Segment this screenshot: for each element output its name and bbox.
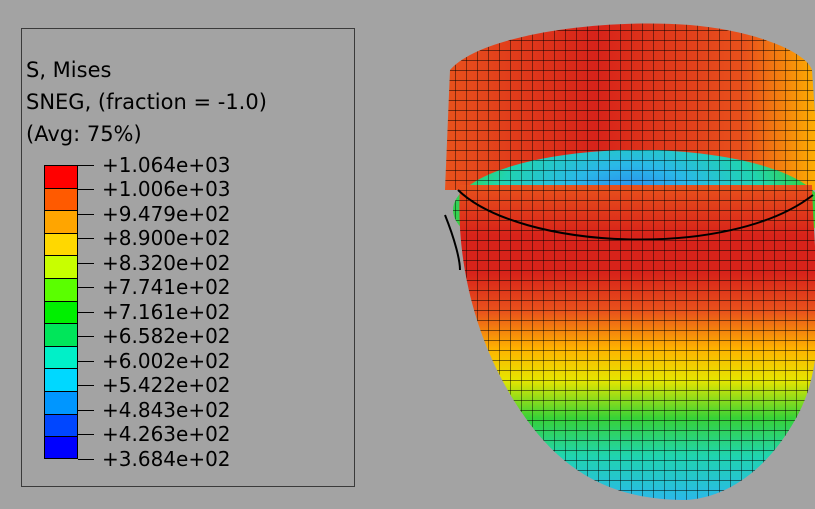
legend-box xyxy=(21,28,355,487)
left-silhouette xyxy=(444,214,461,271)
color-bar-tick-label: +6.582e+02 xyxy=(102,324,231,349)
legend-title-variable: S, Mises xyxy=(26,58,112,82)
color-bar-swatch xyxy=(44,210,78,233)
color-bar-swatch xyxy=(44,165,78,188)
color-bar-tick-label: +9.479e+02 xyxy=(102,201,231,226)
color-bar-tick-label: +4.843e+02 xyxy=(102,397,231,422)
color-bar-swatch xyxy=(44,232,78,256)
color-bar-tick-label: +7.741e+02 xyxy=(102,275,231,300)
cup-rim xyxy=(445,23,815,190)
color-bar-tick xyxy=(78,238,94,240)
color-bar-tick xyxy=(78,213,94,215)
color-bar-tick-label: +5.422e+02 xyxy=(102,373,231,398)
color-bar-tick-label: +1.064e+03 xyxy=(102,153,231,177)
color-bar-swatch xyxy=(44,255,78,278)
color-bar-swatch xyxy=(44,345,78,369)
color-bar-tick xyxy=(78,409,94,411)
color-bar-tick-label: +3.684e+02 xyxy=(102,446,231,471)
legend-title-section: SNEG, (fraction = -1.0) xyxy=(26,90,267,114)
color-bar-tick xyxy=(78,262,94,264)
color-bar-swatch xyxy=(44,277,78,301)
color-bar-tick-label: +8.900e+02 xyxy=(102,226,231,251)
color-bar-swatch xyxy=(44,436,78,459)
color-bar-tick xyxy=(78,311,94,313)
color-bar-tick-label: +6.002e+02 xyxy=(102,348,231,373)
color-bar-swatch xyxy=(44,413,78,437)
color-bar-tick-label: +4.263e+02 xyxy=(102,422,231,447)
color-bar-tick xyxy=(78,385,94,387)
color-bar-swatch xyxy=(44,187,78,211)
color-bar-swatch xyxy=(44,300,78,324)
color-bar-tick xyxy=(78,336,94,338)
color-bar-tick-label: +1.006e+03 xyxy=(102,177,231,202)
color-bar-tick xyxy=(78,287,94,289)
color-bar-tick xyxy=(78,360,94,362)
color-bar-tick xyxy=(78,189,94,191)
fold-edge xyxy=(457,189,814,241)
color-bar-swatch xyxy=(44,390,78,414)
color-bar-tick xyxy=(78,434,94,436)
color-bar-swatch xyxy=(44,368,78,391)
color-bar-tick xyxy=(78,458,94,460)
cup-body xyxy=(459,185,815,500)
color-bar-tick-label: +7.161e+02 xyxy=(102,299,231,324)
color-bar-tick xyxy=(78,165,94,166)
model-viewport[interactable] xyxy=(400,0,815,509)
color-bar xyxy=(44,165,78,459)
color-bar-swatch xyxy=(44,323,78,346)
legend-title-averaging: (Avg: 75%) xyxy=(26,122,142,146)
color-bar-tick-label: +8.320e+02 xyxy=(102,250,231,275)
